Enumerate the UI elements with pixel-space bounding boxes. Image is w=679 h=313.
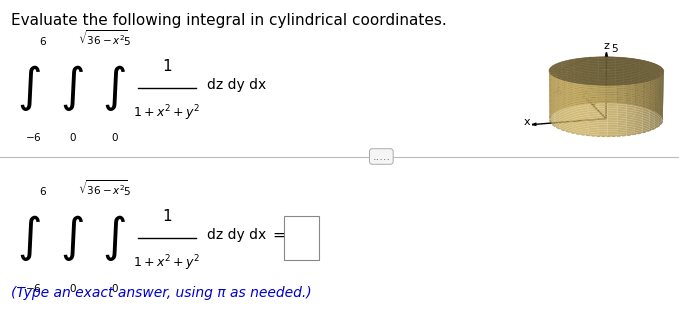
- Text: $0$: $0$: [111, 131, 119, 143]
- Text: dz dy dx: dz dy dx: [206, 228, 265, 242]
- Text: $1$: $1$: [162, 58, 172, 74]
- Text: $\int$: $\int$: [17, 213, 41, 263]
- Text: $0$: $0$: [69, 131, 77, 143]
- Text: $\sqrt{36-x^2}$: $\sqrt{36-x^2}$: [78, 29, 128, 47]
- Text: dz dy dx: dz dy dx: [206, 78, 265, 91]
- Text: $5$: $5$: [124, 185, 131, 197]
- FancyBboxPatch shape: [285, 216, 319, 260]
- Text: $0$: $0$: [69, 282, 77, 294]
- Text: $0$: $0$: [111, 282, 119, 294]
- Text: $\int$: $\int$: [102, 63, 126, 113]
- Text: $\int$: $\int$: [17, 63, 41, 113]
- Text: $1+x^2+y^2$: $1+x^2+y^2$: [133, 103, 200, 123]
- Text: .....: .....: [372, 151, 390, 162]
- Text: Evaluate the following integral in cylindrical coordinates.: Evaluate the following integral in cylin…: [11, 13, 446, 28]
- Text: $-6$: $-6$: [25, 282, 41, 294]
- Text: $\int$: $\int$: [60, 213, 84, 263]
- Text: $\int$: $\int$: [60, 63, 84, 113]
- Text: $\int$: $\int$: [102, 213, 126, 263]
- Text: $=$: $=$: [270, 227, 287, 242]
- Text: $6$: $6$: [39, 185, 47, 197]
- Text: $6$: $6$: [39, 35, 47, 47]
- Text: $1+x^2+y^2$: $1+x^2+y^2$: [133, 254, 200, 273]
- Text: $\sqrt{36-x^2}$: $\sqrt{36-x^2}$: [78, 179, 128, 197]
- Text: $5$: $5$: [124, 35, 131, 47]
- Text: $1$: $1$: [162, 208, 172, 224]
- Text: $-6$: $-6$: [25, 131, 41, 143]
- Text: (Type an exact answer, using π as needed.): (Type an exact answer, using π as needed…: [11, 286, 311, 300]
